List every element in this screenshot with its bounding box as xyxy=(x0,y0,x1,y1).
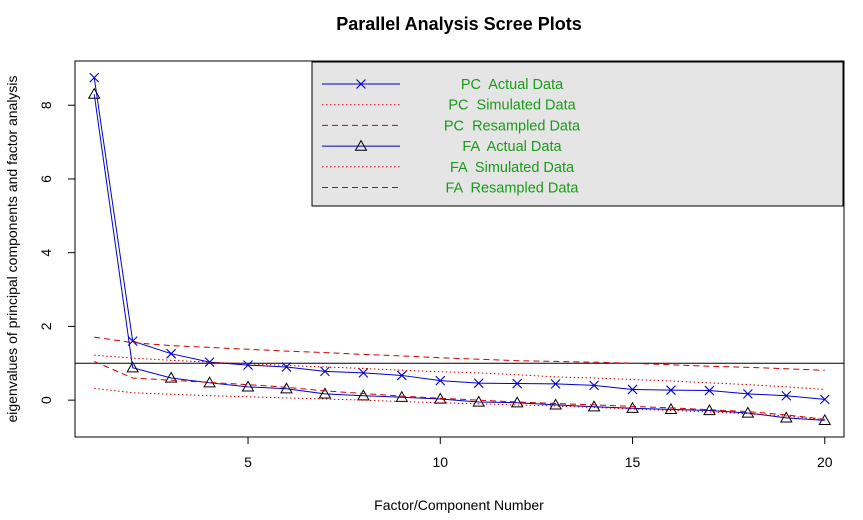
pc-actual-point xyxy=(742,388,753,399)
pc-actual-point xyxy=(89,72,100,83)
y-tick-label: 0 xyxy=(38,396,54,404)
x-tick-label: 15 xyxy=(625,454,641,470)
series-line-5 xyxy=(94,360,825,420)
series-line-1 xyxy=(94,354,825,390)
x-tick-label: 10 xyxy=(432,454,448,470)
x-tick-label: 5 xyxy=(244,454,252,470)
fa-actual-point xyxy=(779,411,793,423)
pc-actual-point xyxy=(435,375,446,386)
series-line-3 xyxy=(93,94,825,421)
pc-actual-point xyxy=(358,367,369,378)
pc-actual-point xyxy=(320,366,330,377)
legend-label: PC Resampled Data xyxy=(444,118,581,134)
pc-actual-point xyxy=(281,362,292,372)
y-axis-label: eigenvalues of principal components and … xyxy=(4,75,20,422)
pc-actual-point xyxy=(243,360,253,371)
fa-actual-point xyxy=(357,389,370,401)
legend: PC Actual Data PC Simulated Data PC Resamp… xyxy=(311,61,844,207)
pc-actual-point xyxy=(204,357,215,368)
legend-label: PC Simulated Data xyxy=(448,98,576,114)
pc-actual-point xyxy=(473,378,484,389)
pc-actual-point xyxy=(589,380,599,391)
fa-actual-point xyxy=(126,361,140,373)
legend-label: FA Actual Data xyxy=(462,139,562,155)
legend-label: PC Actual Data xyxy=(461,77,564,93)
pc-actual-point xyxy=(166,348,177,359)
series-line-0 xyxy=(93,77,825,400)
plot-area-frame xyxy=(74,60,845,438)
fa-actual-point xyxy=(241,380,255,392)
series-group xyxy=(87,72,832,426)
y-tick-label: 8 xyxy=(38,101,54,109)
y-tick-label: 4 xyxy=(38,249,54,257)
x-tick-label: 20 xyxy=(817,454,833,470)
fa-actual-point xyxy=(626,401,639,413)
y-tick-label: 2 xyxy=(38,322,54,330)
legend-label: FA Resampled Data xyxy=(446,181,580,197)
fa-actual-point xyxy=(87,87,101,99)
fa-actual-point xyxy=(280,382,293,394)
pc-actual-point xyxy=(512,378,523,389)
pc-actual-point xyxy=(627,384,638,395)
pc-actual-point xyxy=(781,390,792,401)
y-tick-label: 6 xyxy=(38,175,54,183)
fa-actual-point xyxy=(587,400,601,412)
x-axis-label: Factor/Component Number xyxy=(374,497,544,513)
pc-actual-point xyxy=(666,385,676,396)
pc-actual-point xyxy=(704,385,715,396)
pc-actual-point xyxy=(396,370,407,381)
fa-actual-point xyxy=(318,387,332,399)
fa-actual-point xyxy=(472,395,486,407)
chart-title: Parallel Analysis Scree Plots xyxy=(336,14,581,34)
pc-actual-point xyxy=(819,394,830,405)
series-line-4 xyxy=(94,387,825,421)
legend-triangle-marker xyxy=(354,139,368,151)
fa-actual-point xyxy=(741,406,755,418)
fa-actual-point xyxy=(164,371,178,383)
series-line-2 xyxy=(94,336,825,371)
legend-x-marker xyxy=(356,79,366,89)
legend-label: FA Simulated Data xyxy=(450,160,575,176)
x-axis: 5 10 15 20 xyxy=(244,437,833,470)
fa-actual-point xyxy=(664,402,678,414)
legend-box xyxy=(311,61,844,207)
fa-actual-point xyxy=(549,398,562,410)
pc-actual-point xyxy=(550,379,561,389)
y-axis: 0 2 4 6 8 xyxy=(38,101,75,404)
